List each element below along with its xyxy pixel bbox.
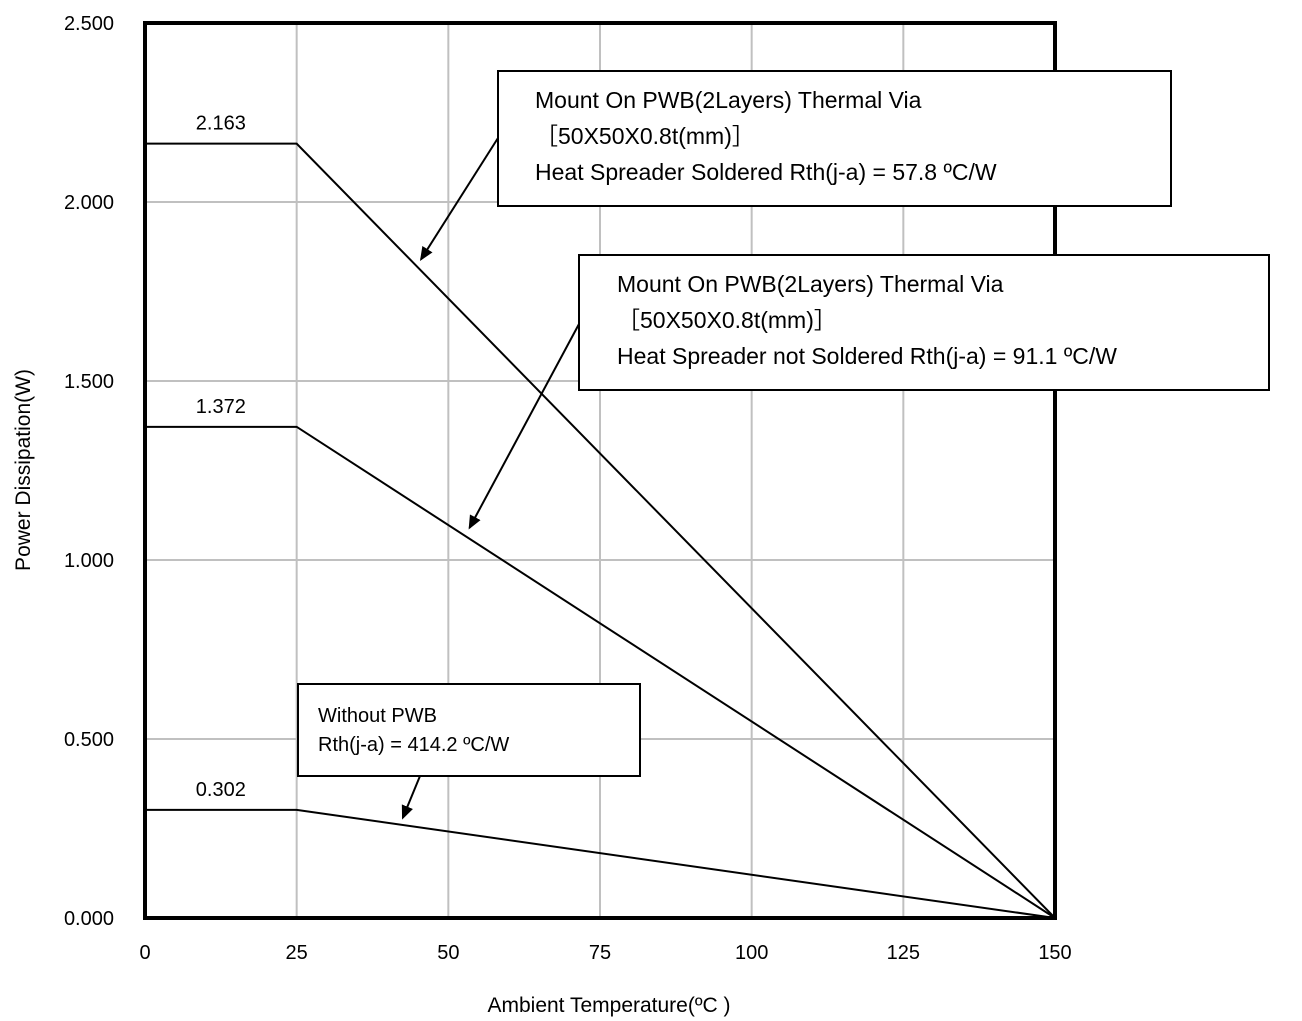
x-axis-title: Ambient Temperature(ºC ) — [487, 994, 730, 1017]
series-lines — [145, 142, 1056, 919]
annotation-box-0 — [497, 70, 1172, 207]
plot-frame — [143, 21, 1057, 920]
y-tick-label-3: 1.500 — [64, 371, 114, 393]
annotation-box-1 — [578, 254, 1270, 391]
y-axis-title: Power Dissipation(W) — [12, 369, 35, 571]
data-labels: 2.163 1.372 0.302 — [196, 113, 246, 801]
y-tick-label-2: 1.000 — [64, 550, 114, 572]
series-line-2 — [145, 808, 1056, 919]
annotation-text-1-1: ［50X50X0.8t(mm)］ — [617, 307, 837, 333]
data-label-2: 0.302 — [196, 779, 246, 801]
x-tick-label-4: 100 — [735, 942, 768, 964]
y-tick-labels: 0.000 0.500 1.000 1.500 2.000 2.500 — [64, 13, 114, 930]
x-tick-labels: 0 25 50 75 100 125 150 — [139, 942, 1071, 964]
x-tick-label-2: 50 — [437, 942, 459, 964]
x-tick-label-0: 0 — [139, 942, 150, 964]
y-tick-label-0: 0.000 — [64, 908, 114, 930]
x-tick-label-5: 125 — [887, 942, 920, 964]
annotation-arrow-1 — [468, 323, 580, 530]
data-label-1: 1.372 — [196, 396, 246, 418]
annotation-text-1-0: Mount On PWB(2Layers) Thermal Via — [617, 271, 1004, 297]
annotation-text-2-1: Rth(j-a) = 414.2 ºC/W — [318, 734, 509, 756]
x-tick-label-6: 150 — [1038, 942, 1071, 964]
annotation-arrow-2 — [401, 775, 421, 820]
annotation-text-0-2: Heat Spreader Soldered Rth(j-a) = 57.8 º… — [535, 159, 997, 185]
annotation-text-0-0: Mount On PWB(2Layers) Thermal Via — [535, 87, 922, 113]
annotation-text-0-1: ［50X50X0.8t(mm)］ — [535, 123, 755, 149]
series-line-1 — [145, 425, 1056, 919]
y-tick-label-5: 2.500 — [64, 13, 114, 35]
x-tick-label-1: 25 — [286, 942, 308, 964]
y-tick-label-4: 2.000 — [64, 192, 114, 214]
annotation-arrow-0 — [419, 137, 499, 261]
x-tick-label-3: 75 — [589, 942, 611, 964]
annotation-text-1-2: Heat Spreader not Soldered Rth(j-a) = 91… — [617, 343, 1117, 369]
annotations: Mount On PWB(2Layers) Thermal Via ［50X50X… — [297, 70, 1270, 820]
data-label-0: 2.163 — [196, 113, 246, 135]
annotation-text-2-0: Without PWB — [318, 705, 437, 727]
annotation-box-2 — [297, 683, 641, 777]
y-tick-label-1: 0.500 — [64, 729, 114, 751]
series-line-0 — [145, 142, 1056, 919]
